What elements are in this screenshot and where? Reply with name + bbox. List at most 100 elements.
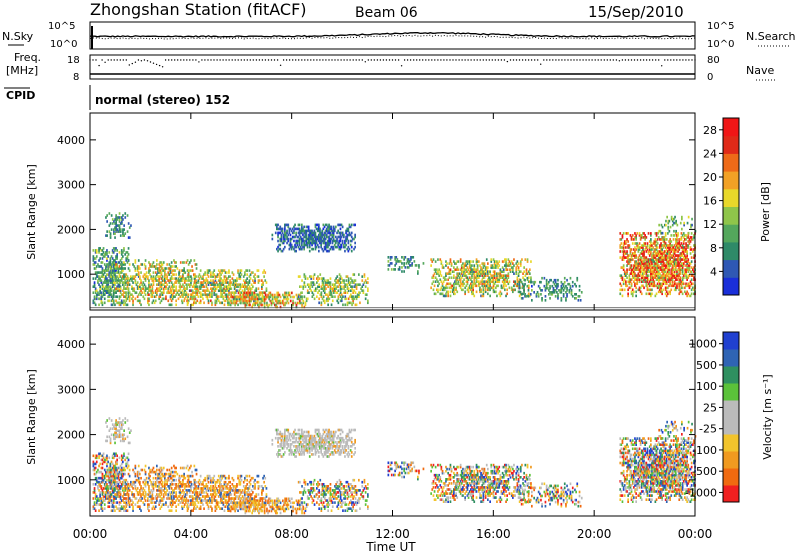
freq-point <box>667 59 669 61</box>
power-cell <box>645 266 648 269</box>
power-cell <box>207 269 210 272</box>
freq-point <box>155 63 158 66</box>
power-cell <box>506 278 508 281</box>
power-cell <box>483 280 486 283</box>
power-cell <box>625 246 627 249</box>
power-cell <box>112 283 115 286</box>
power-cell <box>316 281 318 284</box>
freq-point <box>137 59 140 61</box>
power-cell <box>630 266 633 269</box>
power-cell <box>489 284 491 288</box>
power-cell <box>630 282 633 286</box>
power-cell <box>176 279 179 282</box>
power-cell <box>194 273 196 276</box>
power-cell <box>126 297 129 301</box>
power-cell <box>102 293 105 296</box>
power-cell <box>264 279 267 282</box>
velocity-cell <box>109 474 112 478</box>
freq-point <box>431 59 433 61</box>
power-cell <box>668 272 670 275</box>
power-colorbar-tick-label: 4 <box>710 265 717 278</box>
power-cell <box>681 268 684 271</box>
power-cell <box>221 301 223 305</box>
power-cell <box>101 257 104 260</box>
power-cell <box>330 287 333 290</box>
power-cell <box>111 222 114 225</box>
power-cell <box>350 293 352 296</box>
freq-point <box>174 59 176 61</box>
freq-point <box>561 59 563 61</box>
power-cell <box>672 266 675 269</box>
power-cell <box>460 266 463 269</box>
freq-label-line1: Freq. <box>14 51 41 64</box>
freq-point <box>558 59 560 61</box>
power-cell <box>652 260 654 263</box>
power-cell <box>664 256 667 259</box>
power-cell <box>673 282 676 286</box>
power-cell <box>147 297 149 301</box>
power-cell <box>504 282 506 286</box>
power-cell <box>483 274 486 277</box>
power-cell <box>305 243 308 247</box>
power-cell <box>340 243 343 247</box>
power-cell <box>652 278 654 281</box>
freq-point <box>585 59 587 61</box>
power-cell <box>337 289 340 292</box>
power-cell <box>311 247 313 251</box>
power-cell <box>220 287 222 290</box>
power-cell <box>123 267 125 270</box>
power-cell <box>139 267 141 270</box>
power-cell <box>299 299 301 303</box>
power-cell <box>636 264 639 267</box>
power-cell <box>432 280 435 283</box>
power-cell <box>560 284 563 288</box>
power-cell <box>522 292 524 296</box>
power-cell <box>619 232 622 235</box>
power-cell <box>645 256 648 259</box>
power-cell <box>661 266 663 269</box>
power-cell <box>631 270 634 273</box>
power-cell <box>128 297 131 301</box>
power-cell <box>654 268 657 271</box>
freq-point <box>509 59 512 61</box>
power-cell <box>199 285 202 288</box>
power-cell <box>107 285 109 288</box>
power-cell <box>353 273 356 276</box>
power-cell <box>277 239 279 243</box>
power-cell <box>254 277 256 280</box>
power-cell <box>121 218 123 221</box>
power-cell <box>433 292 436 296</box>
power-cell <box>225 271 228 274</box>
power-cell <box>337 279 340 282</box>
power-cell <box>664 280 667 283</box>
power-cell <box>513 280 515 283</box>
power-cell <box>413 260 416 263</box>
power-cell <box>668 252 670 255</box>
power-cell <box>336 237 338 241</box>
velocity-cell <box>109 487 112 490</box>
power-cell <box>620 266 623 269</box>
power-cell <box>114 267 116 270</box>
power-cell <box>151 289 154 292</box>
power-cell <box>150 283 153 286</box>
power-cell <box>133 287 136 290</box>
power-cell <box>516 276 519 279</box>
power-cell <box>188 275 191 278</box>
freq-point <box>621 59 624 61</box>
power-cell <box>114 218 116 221</box>
power-cell <box>241 295 243 299</box>
power-cell <box>519 291 522 294</box>
power-cell <box>663 280 666 283</box>
power-cell <box>293 229 295 233</box>
power-cell <box>119 234 122 237</box>
power-cell <box>673 221 675 225</box>
power-cell <box>516 284 519 288</box>
power-cell <box>350 295 352 298</box>
power-cell <box>182 273 184 276</box>
power-cell <box>169 287 172 290</box>
power-cell <box>327 229 329 233</box>
power-cell <box>453 260 455 263</box>
power-cell <box>644 280 646 283</box>
power-cell <box>323 285 326 288</box>
power-cell <box>228 283 230 286</box>
